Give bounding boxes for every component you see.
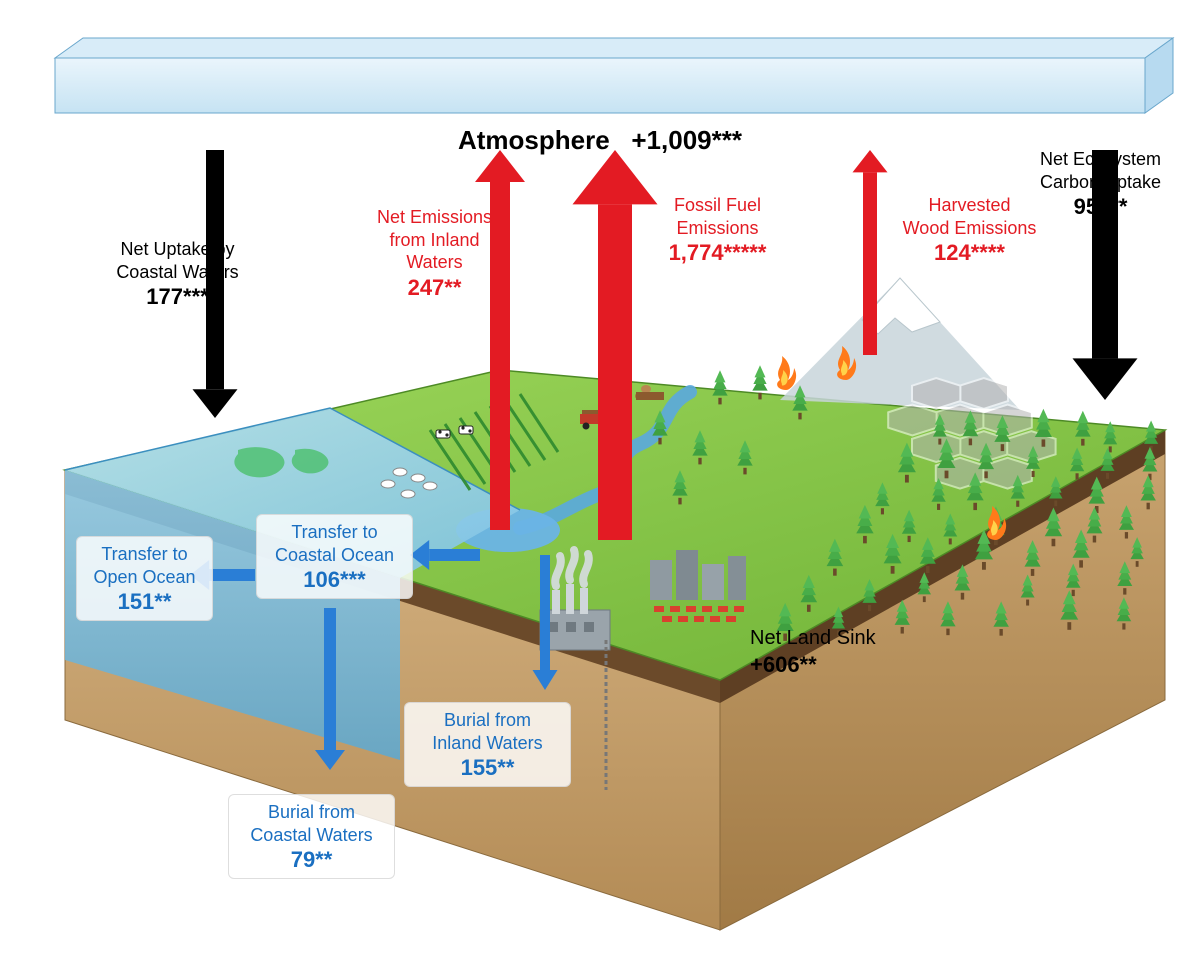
label-fossil-fuel: Fossil Fuel Emissions 1,774***** — [640, 194, 795, 267]
label-inland-emissions: Net Emissions from Inland Waters 247** — [352, 206, 517, 301]
label-transfer-open: Transfer to Open Ocean 151** — [76, 536, 213, 621]
atmosphere-name: Atmosphere — [458, 125, 610, 155]
label-ecosystem-uptake: Net Ecosystem Carbon Uptake 959** — [1008, 148, 1193, 221]
label-burial-coastal: Burial from Coastal Waters 79** — [228, 794, 395, 879]
label-land-sink: Net Land Sink +606** — [750, 626, 950, 679]
atmosphere-label: Atmosphere +1,009*** — [400, 125, 800, 156]
atmosphere-value: +1,009*** — [631, 125, 742, 155]
label-burial-inland: Burial from Inland Waters 155** — [404, 702, 571, 787]
label-coastal-uptake: Net Uptake by Coastal Waters 177*** — [90, 238, 265, 311]
atmosphere-bar — [55, 38, 1173, 113]
label-transfer-coastal: Transfer to Coastal Ocean 106*** — [256, 514, 413, 599]
